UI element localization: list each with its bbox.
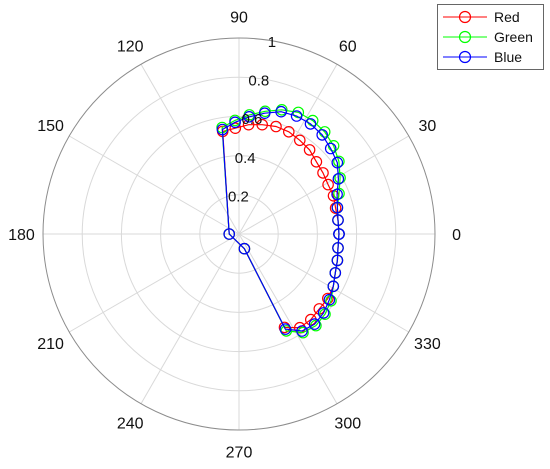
series-line-red bbox=[222, 124, 340, 329]
data-point-blue bbox=[332, 173, 345, 185]
legend-label-blue: Blue bbox=[494, 49, 523, 65]
data-point-red bbox=[303, 144, 316, 156]
theta-tick-label: 270 bbox=[226, 445, 253, 462]
data-point-blue bbox=[296, 325, 308, 337]
data-point-blue bbox=[223, 228, 235, 240]
r-tick-label: 0.4 bbox=[235, 150, 256, 167]
polar-grid bbox=[42, 37, 436, 431]
data-point-blue bbox=[332, 214, 344, 226]
data-point-blue bbox=[331, 188, 343, 201]
tick-labels: 0 30 60 90 120 150 180 210 240 270 300 330 0.2 0.4 0.6… bbox=[8, 9, 461, 461]
data-point-blue bbox=[279, 323, 292, 335]
spoke-150 bbox=[69, 135, 240, 235]
spoke-240 bbox=[140, 233, 240, 404]
data-point-blue bbox=[238, 242, 251, 255]
theta-tick-label: 30 bbox=[419, 118, 437, 135]
data-point-blue bbox=[290, 110, 303, 122]
legend-item-green: Green bbox=[438, 27, 543, 47]
theta-tick-label: 0 bbox=[452, 227, 461, 244]
legend-label-green: Green bbox=[494, 29, 533, 45]
r-tick-label: 0.2 bbox=[228, 188, 249, 205]
ring-0.8 bbox=[81, 76, 397, 392]
data-point-blue bbox=[308, 318, 321, 330]
data-point-green bbox=[333, 155, 345, 168]
data-point-green bbox=[334, 172, 346, 184]
data-point-blue bbox=[329, 267, 342, 279]
series-blue bbox=[216, 105, 345, 337]
data-point-red bbox=[293, 134, 306, 147]
data-point-blue bbox=[324, 142, 337, 155]
r-tick-label: 0.8 bbox=[248, 73, 269, 90]
data-point-blue bbox=[327, 280, 340, 293]
series-layer bbox=[216, 104, 346, 339]
data-point-red bbox=[229, 122, 242, 134]
data-point-red bbox=[322, 178, 334, 191]
data-point-blue bbox=[243, 111, 255, 123]
data-point-blue bbox=[275, 105, 287, 118]
data-point-blue bbox=[316, 129, 328, 141]
theta-tick-label: 150 bbox=[37, 118, 64, 135]
data-point-blue bbox=[229, 116, 241, 129]
data-point-blue bbox=[304, 118, 317, 130]
legend-swatch-blue bbox=[443, 50, 487, 64]
data-point-blue bbox=[331, 201, 344, 214]
data-point-blue bbox=[323, 293, 336, 306]
theta-tick-label: 330 bbox=[414, 336, 441, 353]
data-point-red bbox=[310, 156, 323, 168]
spoke-210 bbox=[69, 233, 240, 333]
legend-item-blue: Blue bbox=[438, 47, 543, 67]
data-point-blue bbox=[317, 307, 330, 319]
ring-0.4 bbox=[160, 155, 318, 313]
legend-swatch-green bbox=[443, 30, 487, 44]
data-point-blue bbox=[332, 242, 344, 254]
ring-1 bbox=[42, 37, 436, 431]
theta-tick-label: 180 bbox=[8, 227, 35, 244]
data-point-red bbox=[282, 126, 295, 138]
data-point-blue bbox=[333, 228, 345, 240]
legend-swatch-red bbox=[443, 10, 487, 24]
theta-tick-label: 120 bbox=[117, 39, 144, 56]
legend-label-red: Red bbox=[494, 9, 520, 25]
legend: Red Green Blue bbox=[437, 4, 544, 70]
theta-tick-label: 60 bbox=[339, 39, 357, 56]
theta-tick-label: 300 bbox=[334, 415, 361, 432]
series-green bbox=[216, 104, 346, 339]
spoke-120 bbox=[140, 64, 240, 235]
theta-tick-label: 240 bbox=[117, 415, 144, 432]
r-tick-label: 1 bbox=[268, 34, 276, 51]
legend-item-red: Red bbox=[438, 7, 543, 27]
spoke-60 bbox=[238, 64, 338, 235]
series-line-blue bbox=[221, 111, 340, 332]
r-tick-label: 0.6 bbox=[242, 111, 263, 128]
spoke-330 bbox=[238, 233, 409, 333]
data-point-green bbox=[297, 326, 309, 339]
data-point-blue bbox=[258, 107, 271, 119]
theta-tick-label: 210 bbox=[37, 336, 64, 353]
data-point-red bbox=[256, 118, 268, 131]
spoke-30 bbox=[238, 135, 409, 235]
data-point-red bbox=[270, 120, 282, 133]
ring-0.2 bbox=[199, 194, 279, 274]
data-point-blue bbox=[331, 156, 344, 169]
data-point-blue bbox=[216, 123, 229, 136]
theta-tick-label: 90 bbox=[230, 9, 248, 26]
spoke-300 bbox=[238, 233, 338, 404]
data-point-blue bbox=[331, 254, 344, 267]
data-point-red bbox=[317, 167, 329, 179]
